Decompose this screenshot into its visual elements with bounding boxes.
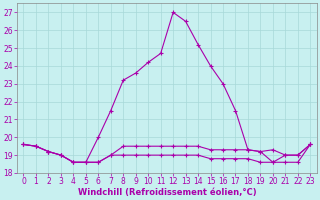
X-axis label: Windchill (Refroidissement éolien,°C): Windchill (Refroidissement éolien,°C)	[77, 188, 256, 197]
